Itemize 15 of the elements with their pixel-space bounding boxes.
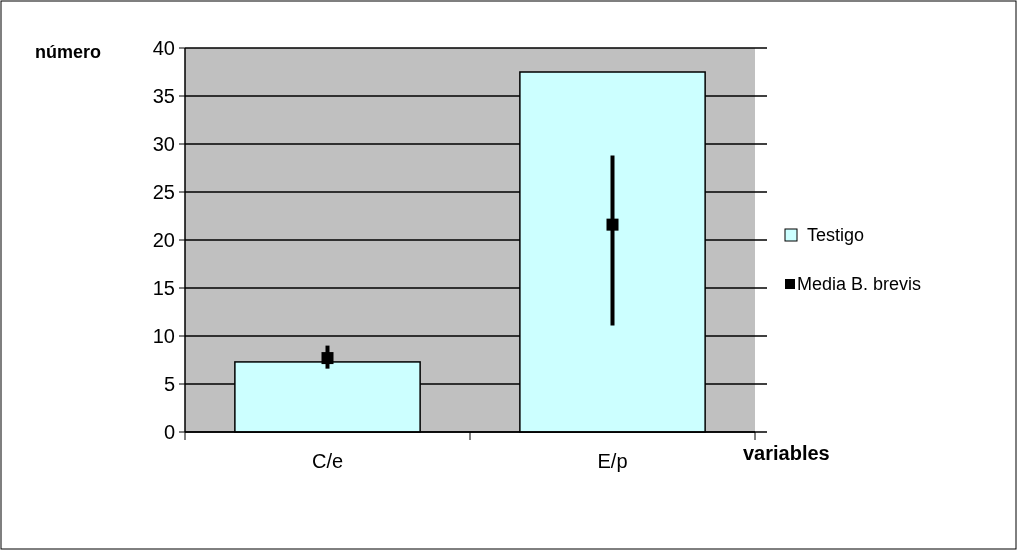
x-tick-label: C/e — [311, 450, 344, 472]
y-tick-label: 15 — [152, 277, 175, 299]
x-axis-title: variables — [743, 442, 830, 464]
y-tick-label: 35 — [152, 85, 175, 107]
y-tick-label: 5 — [163, 373, 175, 395]
y-tick-label: 20 — [152, 229, 175, 251]
y-tick-label: 0 — [163, 421, 175, 443]
legend-label: Media B. brevis — [797, 274, 922, 295]
x-tick-label: E/p — [597, 450, 628, 472]
legend-label: Testigo — [807, 225, 865, 246]
y-tick-label: 10 — [152, 325, 175, 347]
y-tick-label: 25 — [152, 181, 175, 203]
y-tick-label: 30 — [152, 133, 175, 155]
y-tick-label: 40 — [152, 37, 175, 59]
y-axis-title: número — [35, 42, 102, 62]
